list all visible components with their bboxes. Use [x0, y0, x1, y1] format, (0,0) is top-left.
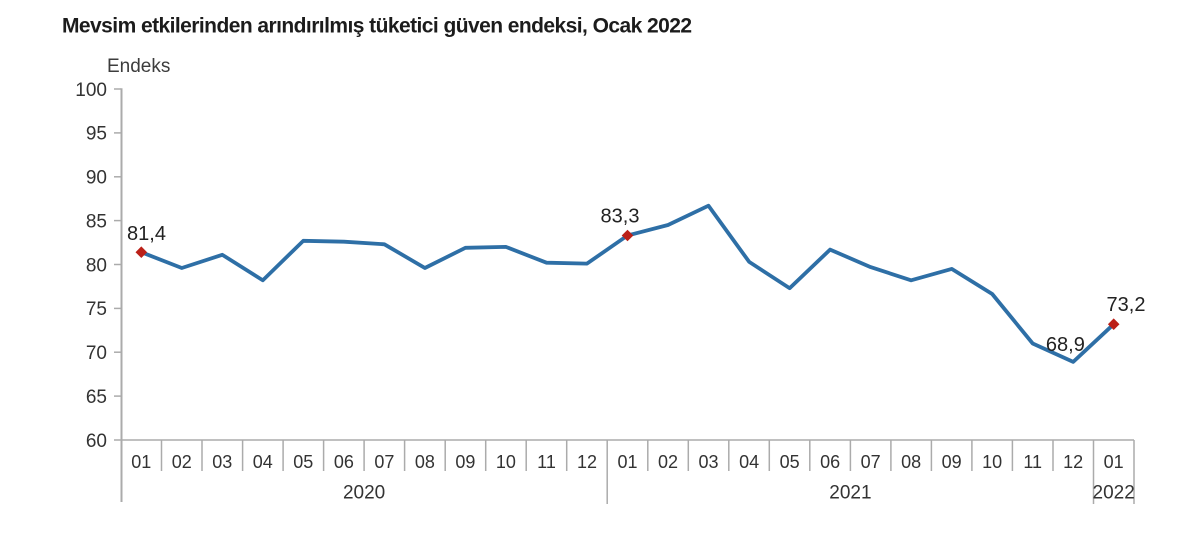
- svg-text:01: 01: [617, 452, 637, 472]
- svg-text:03: 03: [212, 452, 232, 472]
- svg-text:07: 07: [374, 452, 394, 472]
- svg-text:10: 10: [496, 452, 516, 472]
- svg-text:04: 04: [739, 452, 759, 472]
- svg-text:12: 12: [577, 452, 597, 472]
- svg-text:81,4: 81,4: [127, 223, 166, 245]
- svg-text:09: 09: [942, 452, 962, 472]
- svg-text:04: 04: [253, 452, 273, 472]
- svg-text:73,2: 73,2: [1107, 294, 1146, 316]
- svg-text:95: 95: [86, 124, 107, 145]
- svg-text:Endeks: Endeks: [107, 56, 170, 77]
- svg-text:01: 01: [131, 452, 151, 472]
- svg-text:11: 11: [537, 452, 556, 472]
- svg-text:08: 08: [415, 452, 435, 472]
- svg-text:83,3: 83,3: [601, 206, 640, 228]
- svg-text:65: 65: [86, 387, 107, 408]
- svg-text:07: 07: [861, 452, 881, 472]
- svg-text:2022: 2022: [1093, 483, 1135, 504]
- svg-text:Mevsim etkilerinden arındırılm: Mevsim etkilerinden arındırılmış tüketic…: [62, 15, 691, 38]
- svg-text:05: 05: [293, 452, 313, 472]
- svg-text:68,9: 68,9: [1046, 334, 1085, 356]
- svg-text:06: 06: [820, 452, 840, 472]
- svg-text:12: 12: [1063, 452, 1083, 472]
- svg-text:01: 01: [1104, 452, 1124, 472]
- svg-text:03: 03: [698, 452, 718, 472]
- svg-text:05: 05: [780, 452, 800, 472]
- svg-text:90: 90: [86, 168, 107, 189]
- svg-text:02: 02: [172, 452, 192, 472]
- svg-text:06: 06: [334, 452, 354, 472]
- svg-text:70: 70: [86, 343, 107, 364]
- svg-text:2020: 2020: [343, 483, 385, 504]
- svg-text:80: 80: [86, 255, 107, 276]
- svg-text:08: 08: [901, 452, 921, 472]
- svg-text:09: 09: [455, 452, 475, 472]
- svg-text:100: 100: [75, 80, 107, 101]
- svg-text:10: 10: [982, 452, 1002, 472]
- svg-text:02: 02: [658, 452, 678, 472]
- svg-text:85: 85: [86, 211, 107, 232]
- svg-text:11: 11: [1023, 452, 1042, 472]
- svg-text:75: 75: [86, 299, 107, 320]
- svg-text:60: 60: [86, 431, 107, 452]
- svg-text:2021: 2021: [829, 483, 871, 504]
